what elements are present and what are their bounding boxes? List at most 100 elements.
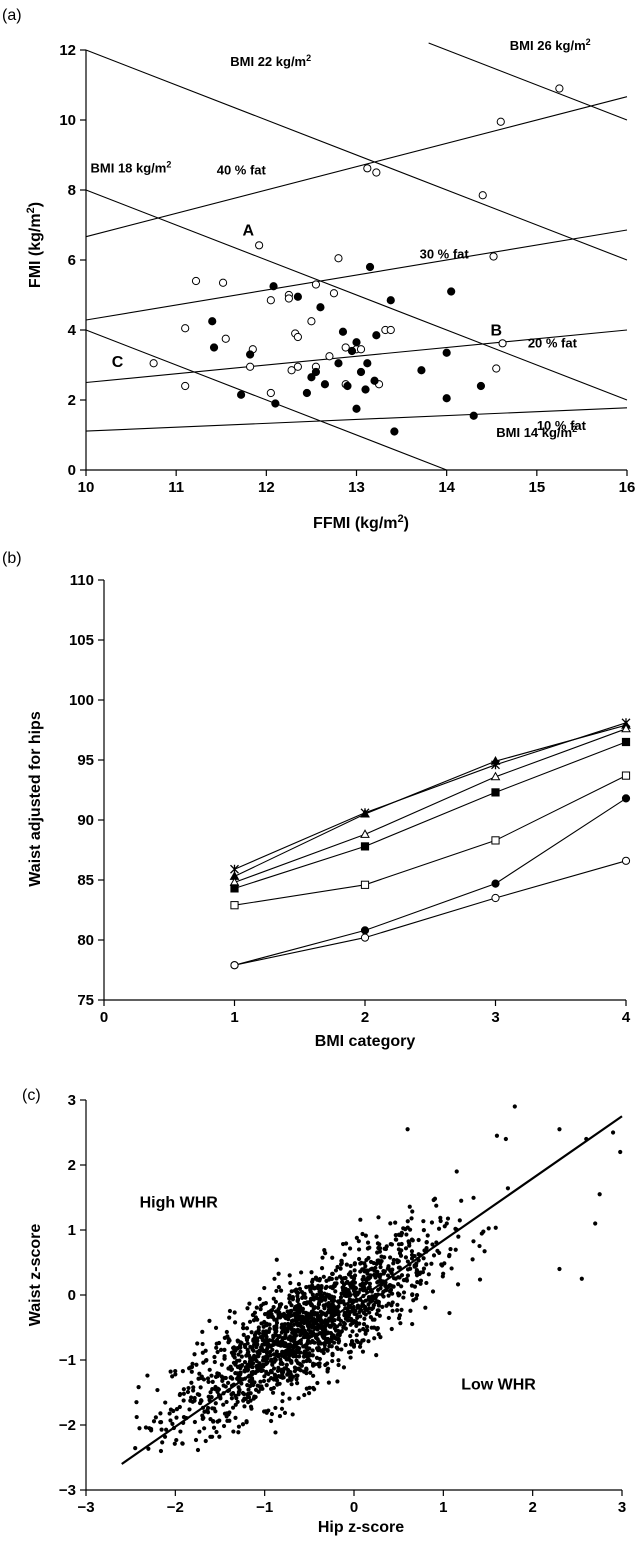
data-point xyxy=(277,1413,283,1419)
data-point xyxy=(399,1233,404,1238)
data-point xyxy=(330,1358,335,1364)
data-point xyxy=(491,893,500,903)
data-point xyxy=(207,1318,212,1323)
data-point xyxy=(371,1272,377,1278)
panel-a-y-tick-label: 2 xyxy=(68,392,76,409)
data-point xyxy=(281,1375,286,1380)
data-point xyxy=(200,1416,205,1421)
data-point xyxy=(267,1338,272,1343)
data-point xyxy=(370,1317,375,1322)
data-point xyxy=(311,367,321,377)
data-point xyxy=(241,1398,246,1403)
data-point xyxy=(310,1292,315,1297)
data-point xyxy=(239,1354,244,1359)
data-point xyxy=(326,1293,331,1298)
data-point xyxy=(213,1384,218,1390)
data-point xyxy=(258,1379,263,1384)
data-point xyxy=(230,961,239,970)
data-point xyxy=(338,1295,344,1300)
data-point xyxy=(281,1341,286,1346)
data-point xyxy=(237,1358,242,1363)
data-point xyxy=(361,1267,366,1272)
series-line xyxy=(234,724,627,877)
data-point xyxy=(363,1233,368,1238)
data-point xyxy=(224,1329,229,1335)
data-point xyxy=(314,1276,319,1281)
data-point xyxy=(336,1336,341,1342)
data-point xyxy=(231,1352,237,1357)
data-point xyxy=(268,1418,274,1424)
data-point xyxy=(295,1294,300,1299)
data-point xyxy=(329,1336,334,1341)
data-point xyxy=(287,1396,292,1401)
data-point xyxy=(149,359,158,368)
fat-line xyxy=(85,329,628,384)
data-point xyxy=(365,1328,370,1333)
data-point xyxy=(265,1354,271,1359)
data-point xyxy=(292,1306,297,1311)
data-point xyxy=(320,380,330,389)
data-point xyxy=(449,1266,454,1271)
data-point xyxy=(371,1303,376,1308)
data-point xyxy=(341,1276,346,1281)
data-point xyxy=(391,1284,396,1289)
data-point xyxy=(317,1300,322,1305)
data-point xyxy=(256,1363,261,1368)
data-point xyxy=(264,1321,269,1326)
data-point xyxy=(421,1256,426,1261)
data-point xyxy=(265,1311,270,1316)
data-point xyxy=(245,1306,250,1311)
data-point xyxy=(249,1330,254,1335)
data-point xyxy=(293,292,302,301)
data-point xyxy=(189,1395,194,1400)
data-point xyxy=(328,1303,333,1308)
data-point xyxy=(318,1331,323,1336)
data-point xyxy=(224,1399,229,1405)
data-point xyxy=(289,1303,294,1308)
data-point xyxy=(259,1303,264,1308)
data-point xyxy=(389,1242,395,1247)
data-point xyxy=(238,1365,243,1371)
data-point xyxy=(405,1273,411,1278)
data-point xyxy=(146,1446,151,1451)
data-point xyxy=(334,359,343,368)
data-point xyxy=(375,1269,380,1274)
data-point xyxy=(174,1415,179,1420)
data-point xyxy=(388,1221,393,1226)
data-point xyxy=(292,1288,298,1293)
data-point xyxy=(332,1326,337,1331)
data-point xyxy=(230,901,239,910)
data-point xyxy=(212,1359,217,1365)
data-point xyxy=(347,346,357,356)
data-point xyxy=(325,1336,331,1342)
data-point xyxy=(252,1353,257,1358)
data-point xyxy=(372,331,381,340)
data-point xyxy=(246,350,255,359)
data-point xyxy=(340,1279,345,1285)
panel-b-x-tick-label: 2 xyxy=(361,1009,369,1026)
data-point xyxy=(242,1368,247,1373)
data-point xyxy=(274,1288,279,1294)
data-point xyxy=(329,289,339,298)
data-point xyxy=(326,1309,331,1314)
data-point xyxy=(431,1197,436,1203)
data-point xyxy=(375,1241,381,1246)
data-point xyxy=(295,1327,300,1332)
data-point xyxy=(285,1329,290,1334)
panel-b-y-tick-label: 80 xyxy=(77,932,94,949)
data-point xyxy=(244,1335,250,1340)
data-point xyxy=(429,1220,435,1225)
data-point xyxy=(167,1411,172,1416)
data-point xyxy=(339,1291,344,1296)
data-point xyxy=(225,1418,230,1423)
panel-c-y-tick-label: 2 xyxy=(68,1157,76,1174)
data-point xyxy=(348,1355,353,1360)
data-point xyxy=(338,327,348,336)
data-point xyxy=(240,1390,246,1396)
data-point xyxy=(314,1292,320,1297)
data-point xyxy=(229,1367,234,1373)
data-point xyxy=(266,388,275,398)
data-point xyxy=(316,1305,321,1310)
data-point xyxy=(477,1277,483,1282)
data-point xyxy=(276,1271,281,1276)
